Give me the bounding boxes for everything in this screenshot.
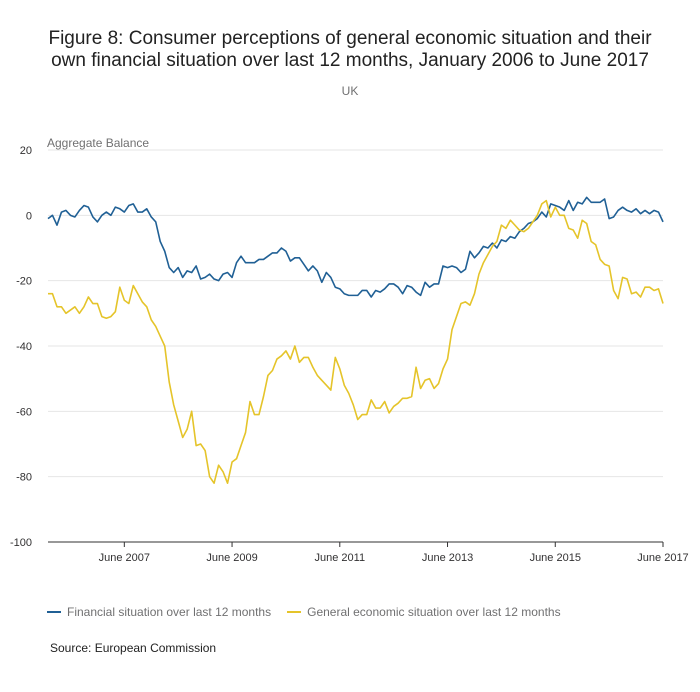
chart-title-line-2: own financial situation over last 12 mon… xyxy=(51,50,649,71)
y-tick-label: 0 xyxy=(26,210,32,222)
y-tick-label: -80 xyxy=(16,472,32,484)
legend-item-general[interactable]: General economic situation over last 12 … xyxy=(287,605,561,619)
source-note: Source: European Commission xyxy=(50,641,217,655)
x-tick-label: June 2009 xyxy=(206,552,257,564)
gridlines xyxy=(48,149,663,478)
chart-title: Figure 8: Consumer perceptions of genera… xyxy=(0,28,700,72)
x-tick-label: June 2015 xyxy=(530,552,581,564)
y-tick-label: -20 xyxy=(16,276,32,288)
y-tick-label: 20 xyxy=(20,145,32,157)
x-axis: June 2007 June 2009 June 2011 June 2013 June… xyxy=(48,541,689,564)
x-tick-label: June 2007 xyxy=(99,552,150,564)
series-lines xyxy=(47,196,664,485)
legend-label-general: General economic situation over last 12 … xyxy=(307,605,561,619)
y-tick-label: -100 xyxy=(10,537,32,549)
x-tick-label: June 2013 xyxy=(422,552,473,564)
y-axis-label: Aggregate Balance xyxy=(47,136,149,150)
chart-subtitle: UK xyxy=(341,84,359,98)
y-axis-ticks: 20 0 -20 -40 -60 -80 -100 xyxy=(10,145,32,549)
legend-label-financial: Financial situation over last 12 months xyxy=(67,605,272,619)
x-tick-label: June 2011 xyxy=(315,552,366,564)
series-line-financial xyxy=(47,196,664,298)
series-line-general xyxy=(48,199,664,485)
legend-swatch-financial xyxy=(47,611,61,613)
y-tick-label: -40 xyxy=(16,341,32,353)
chart-title-line-1: Figure 8: Consumer perceptions of genera… xyxy=(48,28,652,49)
y-tick-label: -60 xyxy=(16,406,32,418)
legend-swatch-general xyxy=(287,611,302,613)
x-tick-label: June 2017 xyxy=(637,552,688,564)
legend: Financial situation over last 12 months … xyxy=(47,605,561,619)
legend-item-financial[interactable]: Financial situation over last 12 months xyxy=(47,605,271,619)
